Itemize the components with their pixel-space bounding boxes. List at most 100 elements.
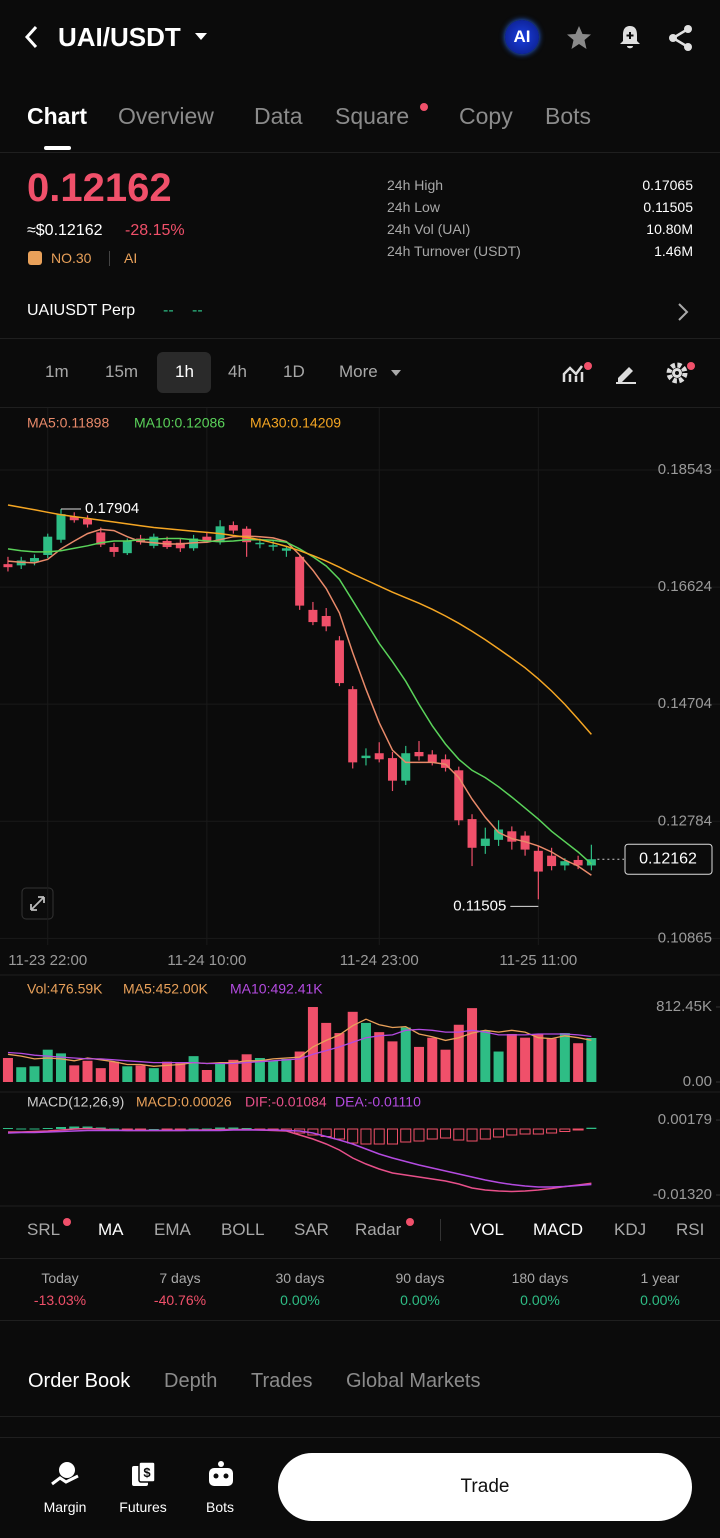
book-tab[interactable]: Trades bbox=[251, 1370, 313, 1392]
indicator-tab[interactable]: RSI bbox=[676, 1220, 704, 1239]
expand-icon bbox=[30, 896, 45, 911]
volume-bar bbox=[42, 1049, 53, 1082]
indicator-tab[interactable]: EMA bbox=[154, 1220, 191, 1239]
volume-bar bbox=[109, 1061, 120, 1082]
candle-body bbox=[3, 564, 13, 568]
draw-icon[interactable] bbox=[614, 362, 638, 384]
nav-label[interactable]: Futures bbox=[119, 1499, 167, 1515]
candle-body bbox=[454, 770, 464, 821]
macd-bar bbox=[148, 1129, 159, 1130]
tab[interactable]: Copy bbox=[459, 103, 513, 129]
pair-title[interactable]: UAI/USDT bbox=[58, 22, 181, 52]
macd-bar bbox=[42, 1128, 53, 1129]
margin-icon[interactable] bbox=[50, 1460, 80, 1488]
nav-label[interactable]: Margin bbox=[43, 1499, 87, 1515]
volume-bar bbox=[586, 1037, 597, 1082]
indicator-tab[interactable]: MACD bbox=[533, 1220, 584, 1239]
bell-icon[interactable] bbox=[616, 23, 644, 51]
svg-text:$: $ bbox=[143, 1465, 151, 1480]
trade-button[interactable]: Trade bbox=[278, 1453, 692, 1521]
indicator-tab[interactable]: KDJ bbox=[614, 1220, 647, 1239]
expand-button[interactable] bbox=[21, 887, 54, 920]
volume-bar bbox=[69, 1065, 80, 1082]
indicator-tab[interactable]: Radar bbox=[355, 1220, 402, 1239]
indicator-tab[interactable]: SAR bbox=[294, 1220, 329, 1239]
indicator-icon[interactable] bbox=[562, 362, 586, 384]
nav-label[interactable]: Bots bbox=[205, 1499, 234, 1515]
macd-bar bbox=[546, 1128, 558, 1134]
period-label: 90 days bbox=[395, 1270, 445, 1286]
candle-body bbox=[109, 547, 119, 552]
volume-bar bbox=[148, 1068, 159, 1082]
macd-bar bbox=[360, 1128, 372, 1145]
tab[interactable]: Bots bbox=[545, 103, 592, 129]
chevron[interactable] bbox=[676, 302, 690, 322]
separator bbox=[0, 152, 720, 153]
volume-bar bbox=[122, 1066, 133, 1082]
indicator-tab[interactable]: SRL bbox=[27, 1220, 61, 1239]
candle-body bbox=[334, 640, 344, 684]
stat-value: 10.80M bbox=[646, 221, 693, 237]
macd-bar bbox=[16, 1128, 27, 1130]
interval[interactable]: 4h bbox=[228, 362, 247, 381]
candle-body bbox=[586, 859, 596, 866]
book-tab[interactable]: Order Book bbox=[28, 1370, 131, 1392]
interval[interactable]: More bbox=[339, 362, 378, 381]
volume-bar bbox=[29, 1066, 40, 1082]
stat-value: 0.17065 bbox=[642, 177, 693, 193]
candle-body bbox=[321, 615, 331, 627]
ma-line bbox=[7, 528, 592, 876]
candle-body bbox=[56, 514, 66, 540]
perp-change: -- bbox=[192, 302, 203, 319]
volume-bar bbox=[546, 1038, 557, 1082]
macd-dif-line bbox=[8, 1127, 592, 1193]
more-caret[interactable] bbox=[390, 369, 402, 377]
x-tick-label: 11-23 22:00 bbox=[8, 952, 87, 969]
tab[interactable]: Overview bbox=[118, 103, 214, 129]
interval[interactable]: 1m bbox=[45, 362, 69, 381]
volume-bar bbox=[533, 1033, 544, 1082]
indicator-tab[interactable]: BOLL bbox=[221, 1220, 265, 1239]
volume-bar bbox=[294, 1051, 305, 1082]
volume-bar bbox=[241, 1054, 252, 1082]
interval[interactable]: 1h bbox=[175, 362, 194, 381]
legend-entry: MA5:0.11898 bbox=[27, 415, 109, 431]
volume-bar bbox=[360, 1022, 371, 1082]
candle-body bbox=[281, 548, 291, 551]
book-tab[interactable]: Depth bbox=[164, 1370, 218, 1392]
perp-name[interactable]: UAIUSDT Perp bbox=[27, 302, 136, 319]
candle-body bbox=[427, 754, 437, 763]
volume-bar bbox=[82, 1060, 93, 1082]
interval[interactable]: 1D bbox=[283, 362, 305, 381]
share-icon[interactable] bbox=[667, 24, 695, 52]
settings-icon[interactable] bbox=[665, 361, 689, 385]
indicator-tab[interactable]: VOL bbox=[470, 1220, 505, 1239]
volume-bar bbox=[400, 1027, 411, 1082]
volume-bar bbox=[307, 1007, 318, 1082]
legend-entry: MACD:0.00026 bbox=[136, 1094, 232, 1110]
pair-caret[interactable] bbox=[194, 32, 208, 42]
divider bbox=[440, 1219, 441, 1241]
y-tick-label: 0.14704 bbox=[658, 695, 712, 712]
indicator-tab[interactable]: MA bbox=[98, 1220, 124, 1239]
macd-bar bbox=[373, 1128, 385, 1145]
tab[interactable]: Square bbox=[335, 103, 410, 129]
volume-bar bbox=[228, 1059, 239, 1082]
usd-price: ≈$0.12162 bbox=[27, 222, 103, 239]
bots-icon[interactable] bbox=[206, 1460, 236, 1488]
futures-icon[interactable]: $ bbox=[130, 1460, 158, 1488]
back-icon[interactable] bbox=[22, 24, 42, 50]
ai-badge[interactable]: AI bbox=[505, 20, 539, 54]
stat-value: 1.46M bbox=[654, 243, 693, 259]
interval[interactable]: 15m bbox=[105, 362, 139, 381]
candle-body bbox=[560, 861, 570, 866]
volume-bar bbox=[2, 1057, 13, 1082]
candle-body bbox=[175, 542, 185, 549]
star-icon[interactable] bbox=[565, 24, 593, 52]
book-tab[interactable]: Global Markets bbox=[346, 1370, 481, 1392]
tab[interactable]: Chart bbox=[27, 103, 88, 129]
volume-bar bbox=[414, 1046, 425, 1082]
notice-dot bbox=[406, 1218, 414, 1226]
rank-icon bbox=[28, 251, 42, 265]
tab[interactable]: Data bbox=[254, 103, 303, 129]
